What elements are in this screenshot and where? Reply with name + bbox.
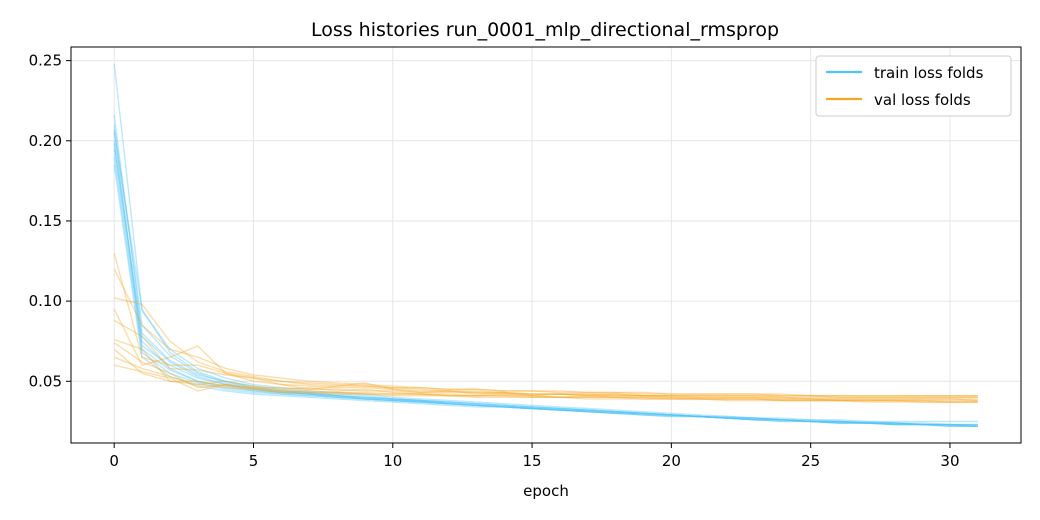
val-fold-line xyxy=(113,319,978,400)
y-tick-label: 0.25 xyxy=(29,52,62,70)
plot-frame xyxy=(70,46,1022,444)
legend-box xyxy=(815,55,1012,117)
train-fold-line xyxy=(113,63,978,423)
legend-label-val: val loss folds xyxy=(874,91,971,109)
val-fold-line xyxy=(113,342,978,402)
x-tick-label: 30 xyxy=(940,452,959,470)
x-axis-label: epoch xyxy=(523,482,569,500)
legend: train loss folds val loss folds xyxy=(815,55,1012,117)
train-fold-line xyxy=(113,164,978,427)
gridlines xyxy=(71,47,1021,443)
y-tick-label: 0.15 xyxy=(29,212,62,230)
x-tick-label: 10 xyxy=(383,452,402,470)
train-fold-line xyxy=(113,129,978,427)
val-series-group xyxy=(113,252,978,403)
train-fold-line xyxy=(113,115,978,426)
val-fold-line xyxy=(113,268,978,397)
val-fold-line xyxy=(113,252,978,398)
val-fold-line xyxy=(113,308,978,398)
y-tick-label: 0.10 xyxy=(29,292,62,310)
y-axis-ticks: 0.05 0.10 0.15 0.20 0.25 xyxy=(29,52,71,390)
chart-title: Loss histories run_0001_mlp_directional_… xyxy=(311,19,779,41)
train-fold-line xyxy=(113,140,978,427)
train-fold-line xyxy=(113,124,978,426)
legend-label-train: train loss folds xyxy=(874,64,984,82)
train-series-group xyxy=(113,63,978,427)
val-fold-line xyxy=(113,348,978,403)
val-fold-line xyxy=(114,297,978,397)
x-tick-label: 20 xyxy=(662,452,681,470)
x-tick-label: 25 xyxy=(801,452,820,470)
train-fold-line xyxy=(113,156,978,427)
x-tick-label: 5 xyxy=(249,452,259,470)
train-fold-line xyxy=(113,148,978,427)
y-tick-label: 0.05 xyxy=(29,372,62,390)
val-fold-line xyxy=(114,364,978,403)
train-fold-line xyxy=(113,132,978,426)
x-tick-label: 15 xyxy=(523,452,542,470)
train-fold-line xyxy=(113,143,978,427)
val-fold-line xyxy=(113,338,978,402)
val-fold-line xyxy=(113,356,978,403)
x-tick-label: 0 xyxy=(109,452,119,470)
y-tick-label: 0.20 xyxy=(29,132,62,150)
x-axis-ticks: 0 5 10 15 20 25 30 xyxy=(109,443,960,470)
